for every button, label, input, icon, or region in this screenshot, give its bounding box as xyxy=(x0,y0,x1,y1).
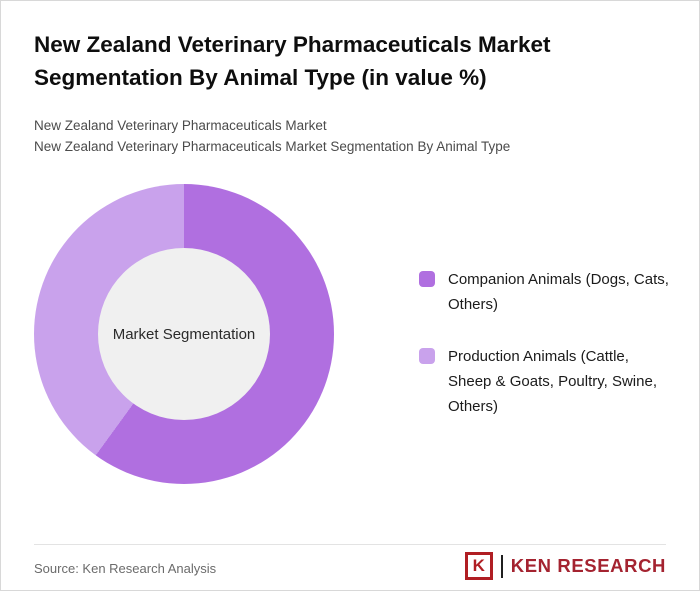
donut-center-label: Market Segmentation xyxy=(112,325,256,343)
legend-swatch-production-animals xyxy=(419,348,435,364)
ken-research-k-icon: K xyxy=(464,552,493,580)
donut-center: Market Segmentation xyxy=(98,248,270,420)
legend: Companion Animals (Dogs, Cats, Others) P… xyxy=(419,267,676,419)
page-title-line1: New Zealand Veterinary Pharmaceuticals M… xyxy=(34,32,551,57)
subtitle-block: New Zealand Veterinary Pharmaceuticals M… xyxy=(34,115,510,157)
page-title: New Zealand Veterinary Pharmaceuticals M… xyxy=(34,29,654,94)
footer-divider xyxy=(34,544,666,545)
logo-wordmark: KEN RESEARCH xyxy=(510,555,666,576)
ken-research-k-letter: K xyxy=(472,556,485,575)
donut-chart: Market Segmentation xyxy=(34,184,334,484)
legend-swatch-companion-animals xyxy=(419,271,435,287)
legend-item-production-animals: Production Animals (Cattle, Sheep & Goat… xyxy=(419,344,676,419)
legend-label-production-animals: Production Animals (Cattle, Sheep & Goat… xyxy=(448,348,657,415)
source-text: Source: Ken Research Analysis xyxy=(34,561,217,576)
page-title-line2: Segmentation By Animal Type (in value %) xyxy=(34,64,487,90)
subtitle-line-2: New Zealand Veterinary Pharmaceuticals M… xyxy=(34,139,511,154)
legend-item-companion-animals: Companion Animals (Dogs, Cats, Others) xyxy=(419,267,676,317)
logo-divider-bar xyxy=(500,554,503,578)
legend-label-companion-animals: Companion Animals (Dogs, Cats, Others) xyxy=(448,271,669,313)
ken-research-logo: K KEN RESEARCH xyxy=(464,552,666,580)
subtitle-line-1: New Zealand Veterinary Pharmaceuticals M… xyxy=(34,118,327,133)
